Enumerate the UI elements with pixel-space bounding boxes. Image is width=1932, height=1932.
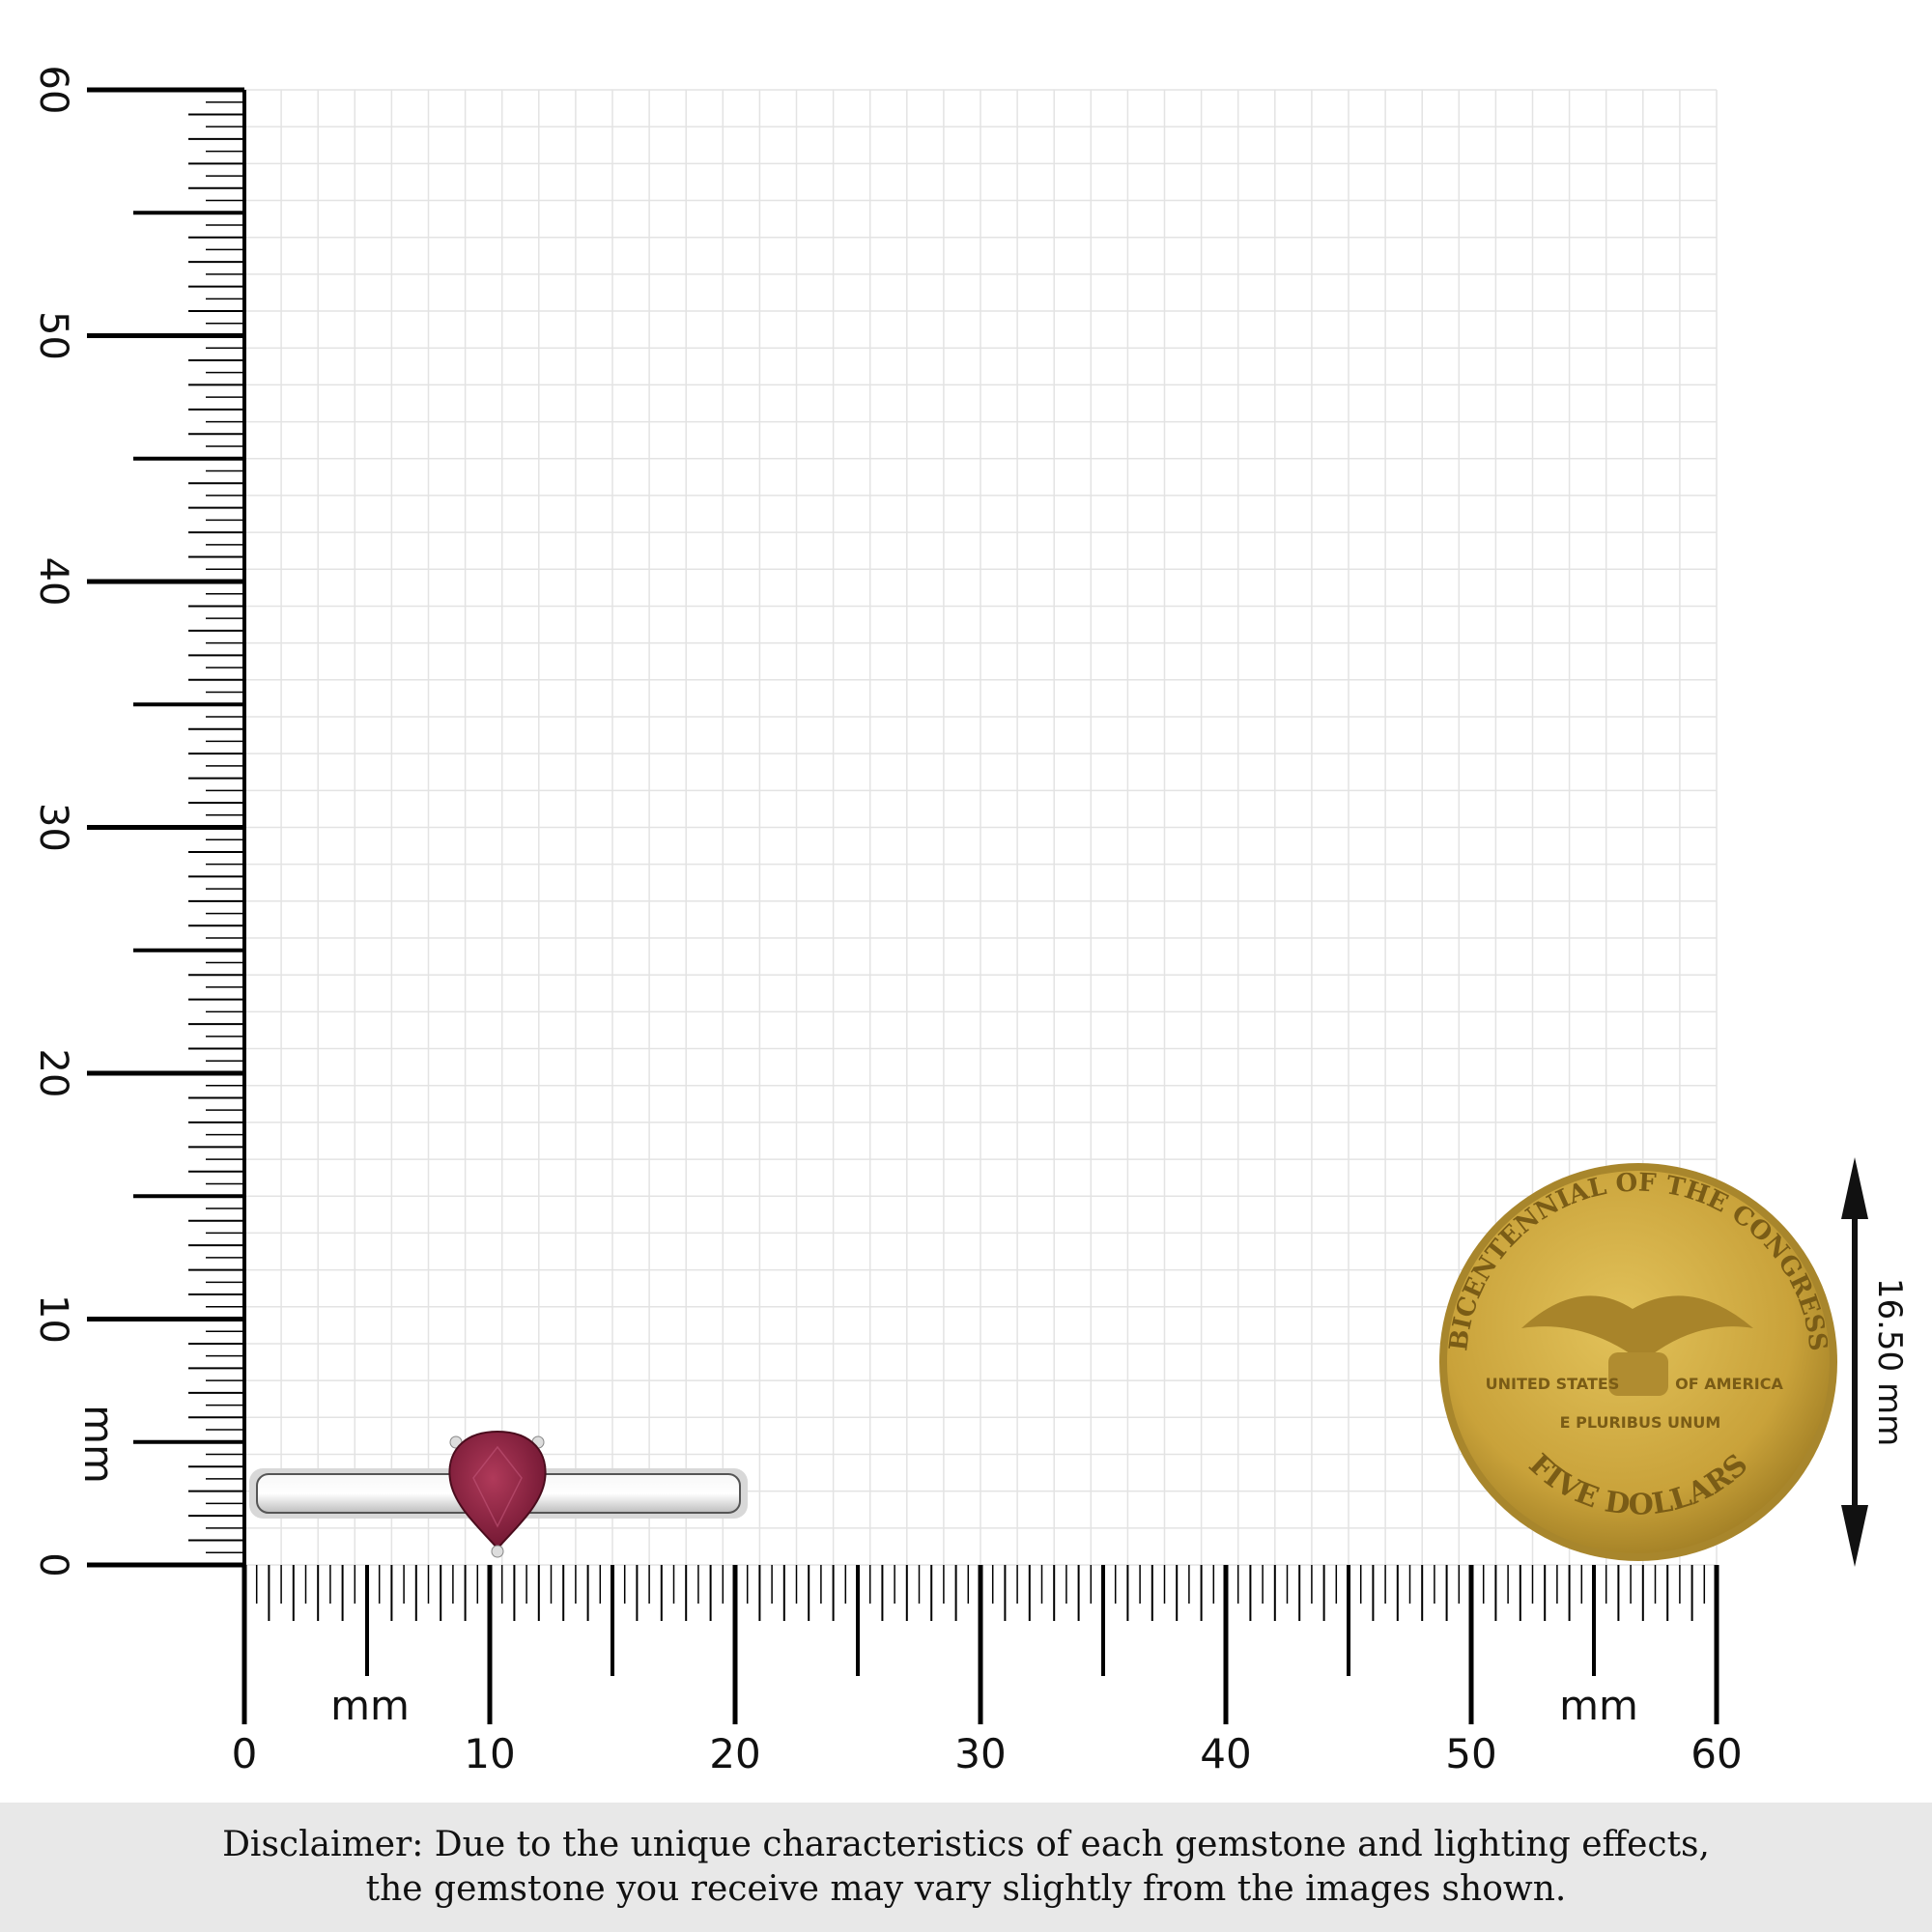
x-tick-label: 0 <box>232 1730 258 1777</box>
horizontal-ruler: 0 10 20 30 40 50 60 mm mm <box>232 1565 1743 1777</box>
coin-right-text: OF AMERICA <box>1675 1375 1783 1393</box>
diameter-arrow: 16.50 mm <box>1841 1157 1909 1567</box>
disclaimer-line-1: Disclaimer: Due to the unique characteri… <box>222 1825 1710 1864</box>
x-tick-label: 10 <box>464 1730 515 1777</box>
coin-motto: E PLURIBUS UNUM <box>1560 1413 1721 1432</box>
y-tick-label: 0 <box>31 1552 75 1577</box>
diameter-label: 16.50 mm <box>1870 1278 1909 1446</box>
x-unit-label: mm <box>1559 1682 1638 1729</box>
x-tick-label: 30 <box>954 1730 1006 1777</box>
coin-left-text: UNITED STATES <box>1486 1375 1620 1393</box>
ring-image <box>249 1430 748 1558</box>
y-tick-label: 20 <box>31 1049 75 1098</box>
disclaimer-line-2: the gemstone you receive may vary slight… <box>365 1869 1567 1909</box>
x-unit-label: mm <box>330 1682 410 1729</box>
y-tick-label: 60 <box>31 66 75 115</box>
x-tick-label: 50 <box>1445 1730 1496 1777</box>
vertical-ruler: 0 10 20 30 40 50 60 mm <box>31 66 246 1577</box>
x-tick-label: 60 <box>1690 1730 1742 1777</box>
y-tick-label: 30 <box>31 803 75 852</box>
disclaimer: Disclaimer: Due to the unique characteri… <box>0 1803 1932 1932</box>
y-unit-label: mm <box>75 1405 123 1484</box>
x-tick-label: 40 <box>1200 1730 1251 1777</box>
y-tick-label: 40 <box>31 557 75 607</box>
coin-image: BICENTENNIAL OF THE CONGRESS FIVE DOLLAR… <box>1439 1163 1837 1561</box>
y-tick-label: 50 <box>31 311 75 360</box>
x-tick-label: 20 <box>709 1730 760 1777</box>
y-tick-label: 10 <box>31 1294 75 1344</box>
